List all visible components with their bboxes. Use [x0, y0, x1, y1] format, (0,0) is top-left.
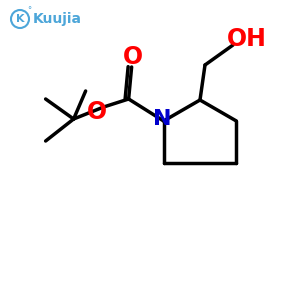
Text: Kuujia: Kuujia — [32, 12, 82, 26]
Text: K: K — [16, 14, 24, 24]
Text: O: O — [123, 45, 143, 69]
Text: N: N — [153, 109, 172, 129]
Text: OH: OH — [227, 27, 267, 51]
Text: O: O — [87, 100, 107, 124]
Text: °: ° — [27, 7, 31, 16]
